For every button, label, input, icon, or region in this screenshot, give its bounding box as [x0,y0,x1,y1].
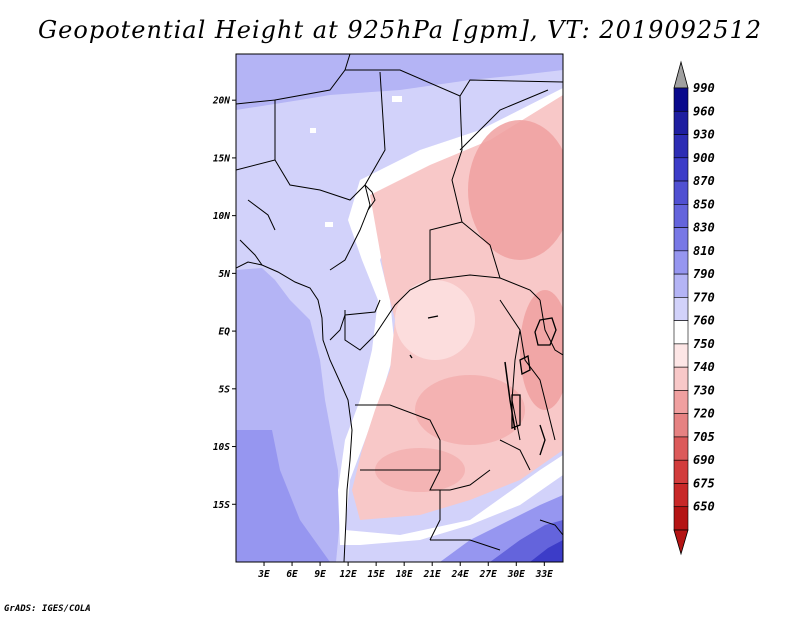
colorbar-swatch [673,506,689,531]
grads-credit: GrADS: IGES/COLA [4,604,91,614]
lon-tick-label: 9E [314,569,326,580]
height-field [236,54,563,562]
colorbar-swatch [673,227,689,252]
lon-tick-label: 27E [479,569,497,580]
lon-tick-label: 24E [451,569,469,580]
colorbar-swatch [673,436,689,461]
colorbar-label: 760 [693,314,715,328]
colorbar-swatch [673,273,689,298]
colorbar-label: 790 [693,267,715,281]
map-frame [235,53,564,563]
lon-tick-label: 3E [257,569,270,580]
colorbar-swatch [673,250,689,275]
lat-tick-label: 10S [213,442,230,453]
colorbar-swatch [673,204,689,228]
lat-tick-label: EQ [219,327,231,338]
colorbar-swatch [673,413,689,438]
lat-tick-label: 10N [213,211,230,222]
lon-tick-label: 6E [286,569,298,580]
lon-tick-label: 33E [535,569,553,580]
colorbar-swatch [673,483,689,508]
longitude-axis: 3E 6E 9E 12E 15E 18E 21E 24E 27E 30E 33E [257,562,553,580]
lon-tick-label: 12E [340,569,357,580]
colorbar-swatch [673,390,689,414]
colorbar-bottom-arrow [673,529,689,556]
colorbar-swatch [673,297,689,321]
country-borders [236,54,563,562]
colorbar-swatch [673,180,689,205]
lon-tick-label: 15E [368,569,385,580]
colorbar-label: 900 [693,151,715,165]
colorbar-label: 930 [693,128,715,142]
lakes [409,315,557,456]
colorbar-label: 750 [693,337,715,351]
colorbar-swatch [673,134,689,159]
lon-tick-label: 18E [396,569,413,580]
lat-tick-label: 20N [212,96,230,107]
colorbar-label: 730 [693,383,715,397]
colorbar-label: 650 [693,500,715,514]
colorbar-label: 960 [693,104,715,118]
colorbar-label: 870 [693,174,715,188]
colorbar-label: 720 [693,407,715,421]
chart-title: Geopotential Height at 925hPa [gpm], VT:… [38,16,762,44]
colorbar-label: 830 [693,221,715,235]
latitude-axis: 20N 15N 10N 5N EQ 5S 10S 15S [212,96,236,511]
lat-tick-label: 15N [213,153,230,164]
colorbar-top-arrow [673,60,689,89]
colorbar-swatch [673,459,689,484]
colorbar-label: 740 [693,360,715,374]
lat-tick-label: 5S [219,384,231,395]
colorbar-swatch [673,320,689,345]
lat-tick-label: 15S [213,500,230,511]
colorbar-label: 675 [693,476,715,490]
colorbar-label: 810 [693,244,715,258]
colorbar-label: 705 [693,430,715,444]
colorbar-label: 770 [693,290,715,304]
lat-tick-label: 5N [219,269,231,280]
colorbar-swatch [673,87,689,112]
colorbar-label: 690 [693,453,715,467]
colorbar-swatch [673,343,689,368]
colorbar: 990 960 930 900 870 850 830 810 790 770 760 750 740 7… [673,60,715,556]
colorbar-label: 990 [693,81,715,95]
lon-tick-label: 30E [507,569,525,580]
lon-tick-label: 21E [423,569,441,580]
colorbar-swatch [673,366,689,391]
colorbar-label: 850 [693,197,715,211]
colorbar-swatch [673,110,689,135]
colorbar-swatch [673,157,689,182]
